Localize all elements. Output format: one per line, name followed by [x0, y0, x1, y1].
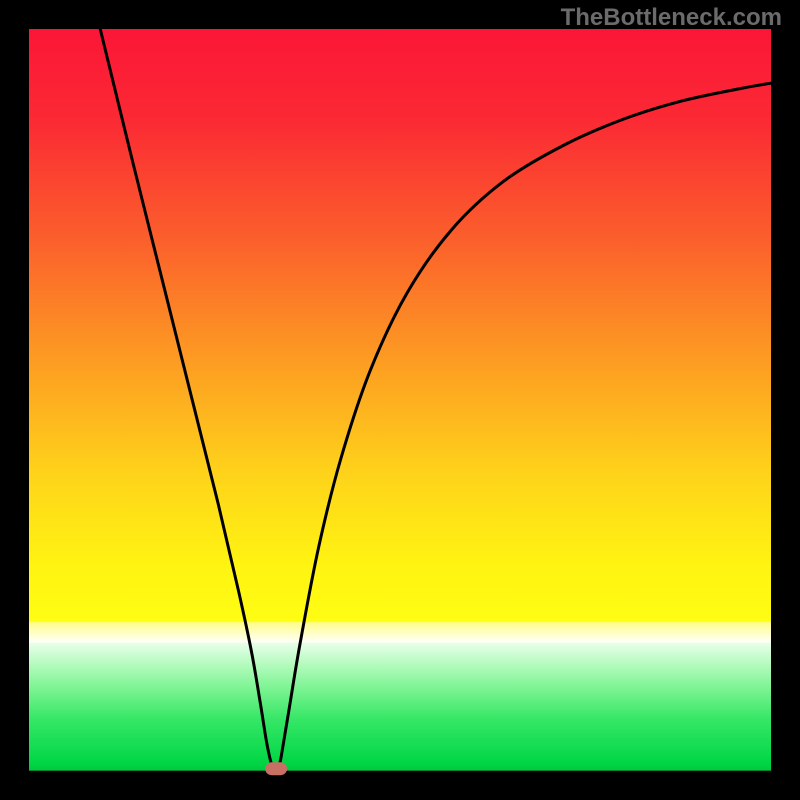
plot-background: [29, 29, 771, 771]
optimum-marker: [265, 762, 287, 775]
bottleneck-chart: [0, 0, 800, 800]
watermark-text: TheBottleneck.com: [561, 4, 782, 32]
